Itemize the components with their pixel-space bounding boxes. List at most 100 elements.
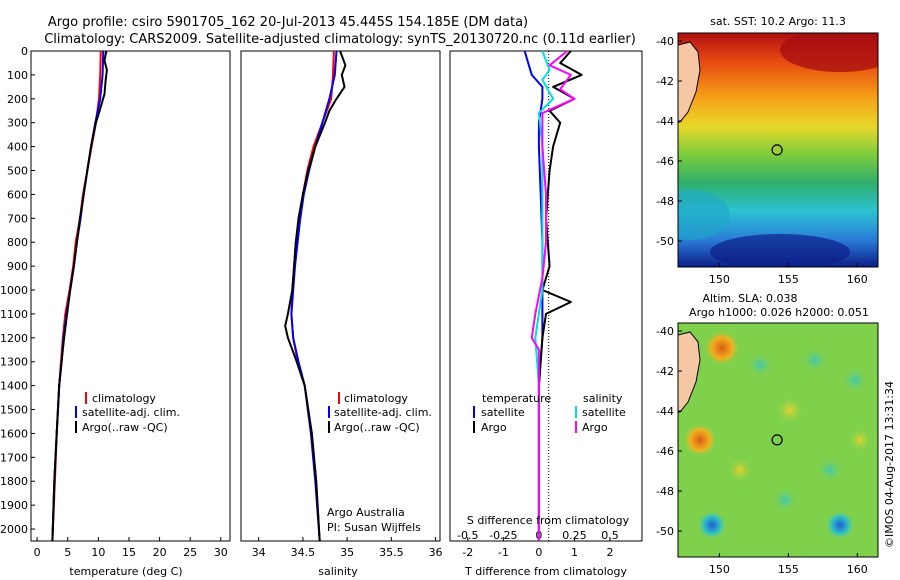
sla-anomaly [801, 346, 829, 374]
sla-anomaly [816, 456, 844, 484]
map-y-tick-label: -42 [656, 75, 674, 88]
x-tick-label: 20 [153, 546, 167, 559]
sla-anomaly [704, 330, 740, 366]
x-tick-label: -1 [498, 546, 509, 559]
x-tick-label: 34.5 [291, 546, 316, 559]
legend-label-temp-argo: Argo [481, 421, 507, 434]
s-diff-tick-label: -0.25 [489, 529, 517, 542]
x-tick-label: 30 [214, 546, 228, 559]
temperature-profiles [51, 50, 108, 542]
temperature-x-axis: 0 5 10 15 20 25 30 [34, 537, 228, 559]
imos-watermark: ©IMOS 04-Aug-2017 13:31:34 [883, 381, 896, 548]
x-tick-label: 0 [34, 546, 41, 559]
difference-x-label: T difference from climatology [464, 565, 627, 578]
salinity-panel [240, 50, 441, 542]
map-y-tick-label: -40 [656, 35, 674, 48]
depth-tick-label: 1500 [0, 404, 28, 417]
title-line-1: Argo profile: csiro 5901705_162 20-Jul-2… [48, 15, 528, 30]
map-x-tick-label: 160 [847, 273, 868, 286]
credit-line-2: PI: Susan Wijffels [327, 521, 421, 534]
depth-tick-label: 1200 [0, 332, 28, 345]
map-x-tick-label: 150 [709, 273, 730, 286]
map-y-tick-label: -44 [656, 115, 674, 128]
x-tick-label: 35.5 [379, 546, 404, 559]
sla-anomaly [825, 510, 855, 540]
sla-map-frame [677, 322, 879, 558]
sla-anomaly [727, 457, 753, 483]
x-tick-label: 35 [340, 546, 354, 559]
map-y-tick-label: -44 [656, 405, 674, 418]
depth-axis: 0 100 200 300 400 500 600 700 800 900 1000 1100 1200… [0, 45, 35, 536]
depth-tick-label: 500 [7, 165, 28, 178]
sla-anomaly [683, 423, 717, 457]
salinity-difference-label: S difference from climatology [467, 514, 630, 527]
title-line-2: Climatology: CARS2009. Satellite-adjuste… [44, 32, 636, 47]
depth-tick-label: 1700 [0, 451, 28, 464]
temperature-legend: climatology satellite-adj. clim. Argo(..… [75, 392, 180, 434]
map-x-tick-label: 155 [778, 563, 799, 576]
map-y-tick-label: -42 [656, 365, 674, 378]
depth-tick-label: 1900 [0, 499, 28, 512]
map-y-tick-label: -48 [656, 195, 674, 208]
depth-tick-label: 0 [21, 45, 28, 58]
sla-anomaly [697, 510, 727, 540]
x-tick-label: 2 [607, 546, 614, 559]
salinity-legend: climatology satellite-adj. clim. Argo(..… [328, 392, 432, 434]
series-argo-raw-qc- [284, 50, 347, 542]
depth-tick-label: 1600 [0, 427, 28, 440]
sst-map: 150 155 160 -40 -42 -44 -46 -48 -50 [656, 32, 879, 286]
depth-tick-label: 1000 [0, 284, 28, 297]
legend-label-satellite: satellite-adj. clim. [334, 406, 432, 419]
map-x-tick-label: 150 [709, 563, 730, 576]
temperature-panel [30, 50, 231, 542]
map-x-tick-label: 155 [778, 273, 799, 286]
legend-label-satellite: satellite-adj. clim. [82, 406, 180, 419]
salinity-x-label: salinity [318, 565, 358, 578]
salinity-x-axis: 34 34.5 35 35.5 36 [252, 537, 443, 559]
depth-tick-label: 1400 [0, 380, 28, 393]
difference-profiles [523, 50, 583, 541]
legend-label-climatology: climatology [344, 392, 408, 405]
map-x-tick-label: 160 [847, 563, 868, 576]
depth-tick-label: 600 [7, 188, 28, 201]
legend-label-argo: Argo(..raw -QC) [334, 421, 420, 434]
sla-map-title-2: Argo h1000: 0.026 h2000: 0.051 [689, 306, 869, 319]
sst-cold-patch [710, 234, 850, 267]
depth-tick-label: 700 [7, 212, 28, 225]
depth-tick-label: 400 [7, 141, 28, 154]
x-tick-label: 36 [429, 546, 443, 559]
map-y-tick-label: -46 [656, 155, 674, 168]
depth-tick-label: 100 [7, 69, 28, 82]
x-tick-label: 10 [91, 546, 105, 559]
argo-float-marker [771, 434, 783, 446]
legend-head-temperature: temperature [482, 392, 551, 405]
s-diff-tick-label: 0.5 [601, 529, 619, 542]
sla-anomaly [776, 396, 804, 424]
sst-map-frame [677, 32, 879, 268]
depth-tick-label: 300 [7, 117, 28, 130]
depth-tick-label: 800 [7, 236, 28, 249]
x-tick-label: 5 [64, 546, 71, 559]
sla-map-title-1: Altim. SLA: 0.038 [702, 292, 797, 305]
argo-float-marker [771, 144, 783, 156]
salinity-profiles [284, 50, 347, 542]
x-tick-label: 25 [183, 546, 197, 559]
difference-panel [449, 50, 643, 542]
series-argo-raw-qc- [51, 50, 108, 542]
legend-label-sal-satellite: satellite [582, 406, 626, 419]
difference-legend: temperature salinity satellite satellite… [473, 392, 626, 434]
depth-tick-label: 900 [7, 260, 28, 273]
temperature-x-label: temperature (deg C) [69, 565, 182, 578]
credit-line-1: Argo Australia [327, 506, 405, 519]
x-tick-label: 34 [252, 546, 266, 559]
legend-label-climatology: climatology [92, 392, 156, 405]
s-diff-tick-label: 0.25 [562, 529, 587, 542]
map-y-tick-label: -40 [656, 325, 674, 338]
depth-tick-label: 1300 [0, 356, 28, 369]
map-y-tick-label: -50 [656, 525, 674, 538]
sst-map-axes: 150 155 160 -40 -42 -44 -46 -48 -50 [656, 35, 868, 286]
legend-label-sal-argo: Argo [582, 421, 608, 434]
sla-map: 150 155 160 -40 -42 -44 -46 -48 -50 [656, 322, 879, 576]
depth-tick-label: 2000 [0, 523, 28, 536]
